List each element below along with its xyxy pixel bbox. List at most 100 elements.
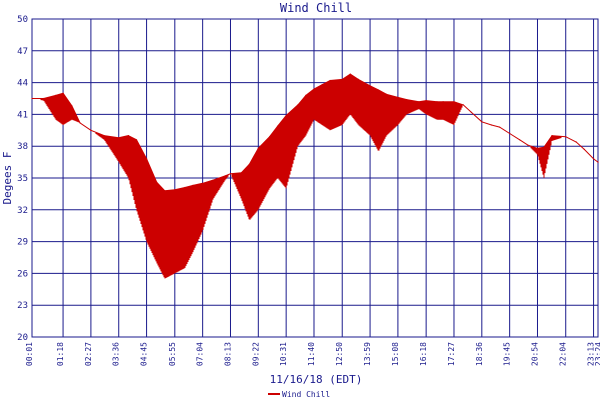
x-tick-label: 15:08 xyxy=(391,342,400,366)
wind-chill-point xyxy=(305,94,307,96)
wind-chill-point xyxy=(341,78,343,80)
wind-chill-point xyxy=(90,129,92,131)
wind-chill-point xyxy=(240,172,242,174)
wind-chill-point xyxy=(436,101,438,103)
wind-chill-point xyxy=(597,161,599,163)
wind-chill-point xyxy=(184,186,186,189)
wind-chill-point xyxy=(79,122,81,124)
wind-chill-point xyxy=(357,78,359,80)
wind-chill-point xyxy=(257,147,259,149)
y-tick-label: 29 xyxy=(17,238,28,248)
grid-lines xyxy=(31,18,599,338)
y-tick-label: 47 xyxy=(17,47,28,57)
wind-chill-point xyxy=(192,184,194,186)
y-tick-label: 38 xyxy=(17,142,28,152)
x-tick-label: 22:04 xyxy=(559,342,568,366)
wind-chill-point xyxy=(536,147,539,149)
wind-chill-point xyxy=(62,92,64,94)
y-axis-ticks: 20 23 26 29 32 35 38 41 44 47 50 xyxy=(17,15,28,343)
x-tick-label: 02:27 xyxy=(84,342,93,366)
y-tick-label: 23 xyxy=(17,301,28,311)
y-axis-label: Degees F xyxy=(1,152,14,205)
wind-chill-point xyxy=(127,135,129,137)
x-axis-label: 11/16/18 (EDT) xyxy=(270,373,363,386)
wind-chill-point xyxy=(297,104,299,106)
wind-chill-point xyxy=(277,125,279,127)
wind-chill-point xyxy=(285,114,287,117)
x-tick-label: 23:24 xyxy=(594,342,600,366)
wind-chill-point xyxy=(135,139,138,141)
wind-chill-point xyxy=(575,141,577,143)
wind-chill-point xyxy=(442,101,444,103)
wind-chill-point xyxy=(55,94,57,96)
x-tick-label: 08:13 xyxy=(223,342,232,366)
x-tick-label: 04:45 xyxy=(140,342,149,366)
wind-chill-point xyxy=(397,96,399,98)
wind-chill-point xyxy=(103,135,105,137)
x-tick-label: 17:27 xyxy=(447,342,456,366)
x-tick-label: 00:01 xyxy=(25,342,34,366)
y-tick-label: 20 xyxy=(17,333,28,343)
x-tick-label: 13:59 xyxy=(363,342,372,366)
wind-chill-point xyxy=(229,173,232,175)
wind-chill-point xyxy=(313,88,315,90)
wind-chill-point xyxy=(269,136,271,138)
wind-chill-point xyxy=(248,163,250,165)
y-tick-label: 26 xyxy=(17,269,28,279)
wind-chill-point xyxy=(164,190,166,192)
y-tick-label: 44 xyxy=(17,79,28,89)
y-tick-label: 35 xyxy=(17,174,28,184)
wind-chill-point xyxy=(527,144,529,146)
wind-chill-point xyxy=(593,158,595,160)
legend-label: Wind Chill xyxy=(282,390,330,399)
x-tick-label: 01:18 xyxy=(56,342,65,366)
wind-chill-point xyxy=(583,148,585,150)
wind-chill-point xyxy=(31,97,33,100)
y-tick-label: 32 xyxy=(17,206,28,216)
x-tick-label: 11:40 xyxy=(307,342,316,366)
wind-chill-point xyxy=(425,100,427,102)
wind-chill-point xyxy=(481,121,483,123)
data-series-wind-chill xyxy=(31,73,599,279)
wind-chill-point xyxy=(118,137,120,139)
x-tick-label: 18:36 xyxy=(475,342,484,366)
y-tick-label: 41 xyxy=(17,110,28,120)
x-tick-label: 23:13 xyxy=(587,342,596,366)
x-tick-label: 12:50 xyxy=(335,342,344,366)
wind-chill-point xyxy=(499,126,501,128)
wind-chill-point xyxy=(377,89,380,91)
wind-chill-point xyxy=(349,73,351,75)
wind-chill-point xyxy=(406,99,408,101)
wind-chill-point xyxy=(369,85,371,87)
chart-title: Wind Chill xyxy=(280,1,352,15)
x-tick-label: 10:31 xyxy=(279,342,288,366)
wind-chill-point xyxy=(519,139,521,141)
x-axis-ticks: 00:01 01:18 02:27 03:36 04:45 05:55 07:04 08:13… xyxy=(25,342,600,366)
wind-chill-point xyxy=(156,181,158,183)
wind-chill-point xyxy=(71,105,73,107)
x-tick-label: 07:04 xyxy=(196,342,205,366)
wind-chill-point xyxy=(43,97,45,100)
wind-chill-point xyxy=(490,124,493,126)
x-tick-label: 19:45 xyxy=(503,342,512,366)
wind-chill-point xyxy=(453,101,455,103)
wind-chill-point xyxy=(146,158,148,160)
x-tick-label: 05:55 xyxy=(168,342,177,366)
x-tick-label: 03:36 xyxy=(112,342,121,366)
wind-chill-point xyxy=(509,132,511,135)
wind-chill-point xyxy=(386,93,388,95)
wind-chill-point xyxy=(565,136,567,138)
wind-chill-point xyxy=(418,101,420,103)
x-tick-label: 20:54 xyxy=(530,342,539,366)
wind-chill-point xyxy=(543,146,545,148)
wind-chill-point xyxy=(462,104,464,106)
wind-chill-point xyxy=(329,79,331,82)
wind-chill-point xyxy=(202,182,204,184)
x-tick-label: 16:18 xyxy=(419,342,428,366)
wind-chill-point xyxy=(212,179,214,181)
wind-chill-point xyxy=(174,189,176,191)
wind-chill-point xyxy=(321,84,323,86)
wind-chill-point xyxy=(470,111,472,113)
x-tick-label: 09:22 xyxy=(251,342,260,366)
